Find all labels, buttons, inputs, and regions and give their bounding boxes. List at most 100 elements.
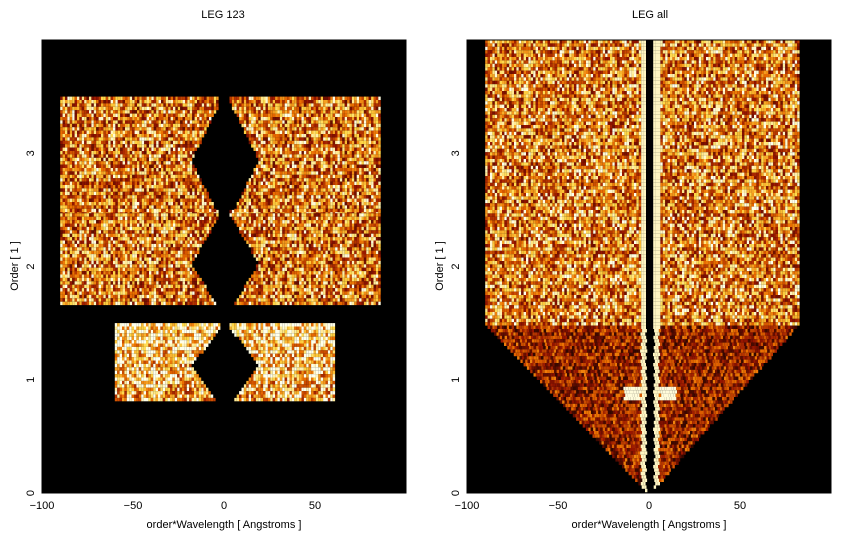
heatmap-cell [234,329,237,334]
heatmap-cell [155,329,158,334]
heatmap-cell [258,340,261,344]
heatmap-cell [93,240,97,244]
heatmap-cell [158,264,161,268]
heatmap-cell [129,254,133,258]
heatmap-cell [270,240,273,244]
heatmap-cell [74,284,77,289]
heatmap-cell [141,230,145,234]
heatmap-cell [160,377,163,381]
heatmap-cell [320,377,324,381]
heatmap-cell [173,271,176,275]
heatmap-cell [134,374,137,378]
heatmap-cell [81,257,85,261]
heatmap-cell [344,288,348,292]
heatmap-cell [294,363,297,368]
heatmap-cell [246,226,249,231]
heatmap-cell [287,323,290,327]
heatmap-cell [325,329,328,334]
heatmap-cell [330,329,333,334]
heatmap-cell [194,370,197,375]
heatmap-cell [69,298,73,302]
heatmap-cell [289,391,292,395]
heatmap-cell [89,288,92,292]
heatmap-cell [172,377,175,381]
heatmap-cell [199,288,202,292]
heatmap-cell [91,281,94,285]
heatmap-cell [344,274,348,278]
heatmap-cell [194,340,197,344]
heatmap-cell [155,323,158,327]
heatmap-cell [313,333,316,337]
heatmap-cell [151,298,154,302]
heatmap-cell [325,294,328,299]
heatmap-cell [187,267,190,272]
heatmap-cell [86,247,89,251]
heatmap-cell [201,226,205,231]
heatmap-cell [201,294,205,299]
heatmap-cell [246,387,249,392]
heatmap-cell [131,326,134,330]
heatmap-cell [134,213,137,217]
heatmap-cell [275,326,278,330]
heatmap-cell [138,391,142,395]
heatmap-cell [185,250,188,255]
heatmap-cell [126,326,130,330]
heatmap-cell [194,277,197,282]
heatmap-cell [98,291,101,295]
heatmap-cell [279,284,283,289]
heatmap-cell [263,397,266,402]
heatmap-cell [263,301,266,306]
heatmap-cell [337,264,340,268]
heatmap-cell [253,333,256,337]
heatmap-cell [296,264,300,268]
heatmap-cell [320,360,324,364]
heatmap-cell [167,384,170,388]
heatmap-cell [189,294,193,299]
heatmap-cell [306,233,309,238]
heatmap-cell [378,226,381,231]
heatmap-cell [114,346,118,351]
heatmap-cell [194,237,197,241]
heatmap-cell [162,329,166,334]
heatmap-cell [270,360,273,364]
heatmap-cell [325,387,328,392]
heatmap-cell [260,346,264,351]
heatmap-cell [153,357,156,361]
heatmap-cell [98,271,101,275]
heatmap-cell [184,346,187,351]
heatmap-cell [170,291,173,295]
heatmap-cell [327,367,331,371]
heatmap-cell [277,226,280,231]
heatmap-cell [74,223,77,227]
heatmap-cell [330,384,333,388]
heatmap-cell [368,216,372,221]
heatmap-cell [163,291,166,295]
heatmap-cell [337,291,340,295]
heatmap-cell [354,220,357,224]
heatmap-cell [179,353,182,358]
heatmap-cell [98,240,101,244]
heatmap-cell [323,350,326,354]
heatmap-cell [148,397,151,402]
heatmap-cell [141,350,144,354]
heatmap-cell [210,394,214,398]
heatmap-cell [294,350,297,354]
heatmap-cell [311,391,314,395]
heatmap-cell [323,380,326,385]
heatmap-cell [363,288,367,292]
heatmap-cell [192,240,195,244]
heatmap-cell [115,220,118,224]
heatmap-cell [318,267,321,272]
heatmap-cell [173,237,176,241]
heatmap-cell [239,226,242,231]
heatmap-cell [270,267,273,272]
heatmap-cell [162,350,166,354]
heatmap-cell [327,240,331,244]
heatmap-cell [337,247,340,251]
heatmap-cell [199,281,202,285]
heatmap-cell [96,274,99,278]
heatmap-cell [349,233,352,238]
heatmap-cell [146,380,149,385]
heatmap-cell [375,298,379,302]
heatmap-cell [163,257,166,261]
